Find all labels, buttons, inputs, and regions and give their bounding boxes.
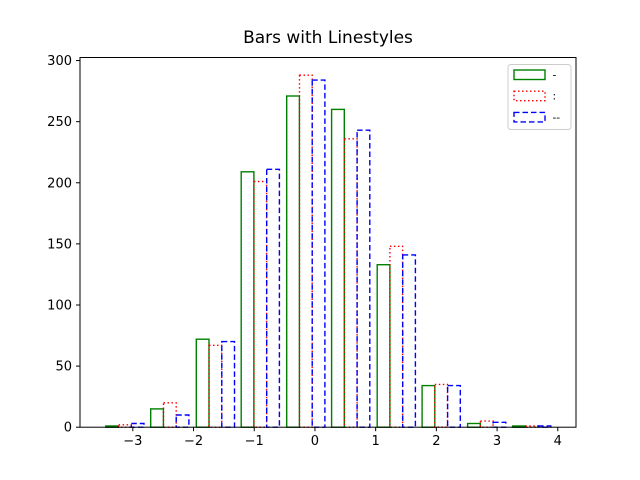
- chart-title: Bars with Linestyles: [243, 28, 413, 48]
- legend-swatch-dotted: [513, 90, 546, 102]
- bar-dotted-6: [389, 245, 404, 428]
- bar-dotted-5: [343, 138, 358, 428]
- legend-label-dotted: :: [553, 91, 557, 103]
- x-tick-label: 1: [372, 434, 380, 449]
- bar-dashed-0: [130, 422, 145, 428]
- bar-dotted-7: [434, 383, 449, 428]
- legend-swatch-dashed: [513, 111, 546, 123]
- bar-dashed-5: [356, 129, 371, 428]
- legend-label-dashed: --: [553, 112, 561, 124]
- bar-dashed-3: [266, 168, 281, 428]
- bar-dotted-8: [479, 420, 494, 428]
- bar-solid-7: [421, 384, 436, 428]
- bar-dashed-4: [311, 79, 326, 428]
- x-tick-label: 4: [554, 434, 562, 449]
- bar-solid-3: [240, 171, 255, 428]
- y-tick-label: 200: [47, 176, 72, 191]
- bar-dashed-8: [492, 421, 507, 428]
- x-tick-label: −2: [184, 434, 203, 449]
- bar-dotted-1: [162, 402, 177, 428]
- legend-swatch-solid: [513, 69, 546, 81]
- y-tick-label: 300: [47, 54, 72, 69]
- y-tick-label: 150: [47, 237, 72, 252]
- bar-dashed-1: [175, 414, 190, 428]
- x-tick-label: 0: [311, 434, 319, 449]
- x-tick-label: 3: [493, 434, 501, 449]
- bar-dashed-2: [221, 340, 236, 428]
- plot-border: [79, 57, 577, 428]
- x-tick-label: 2: [432, 434, 440, 449]
- x-tick-label: −3: [123, 434, 142, 449]
- legend-label-solid: -: [553, 70, 557, 82]
- y-tick-label: 50: [55, 360, 72, 375]
- bar-solid-2: [195, 338, 210, 428]
- y-tick-label: 0: [64, 421, 72, 436]
- x-tick-label: −1: [245, 434, 264, 449]
- bar-solid-5: [330, 108, 346, 428]
- bar-solid-8: [466, 422, 482, 428]
- bar-dashed-6: [402, 254, 417, 428]
- bar-solid-6: [376, 264, 391, 428]
- bar-solid-4: [286, 95, 301, 428]
- bar-dotted-3: [253, 180, 268, 428]
- y-tick-label: 100: [47, 298, 72, 313]
- bar-dotted-2: [208, 344, 223, 428]
- y-tick-label: 250: [47, 115, 72, 130]
- legend-box: [507, 64, 572, 130]
- bar-dashed-7: [446, 384, 462, 428]
- bar-solid-1: [149, 408, 165, 428]
- bar-dotted-4: [298, 74, 313, 428]
